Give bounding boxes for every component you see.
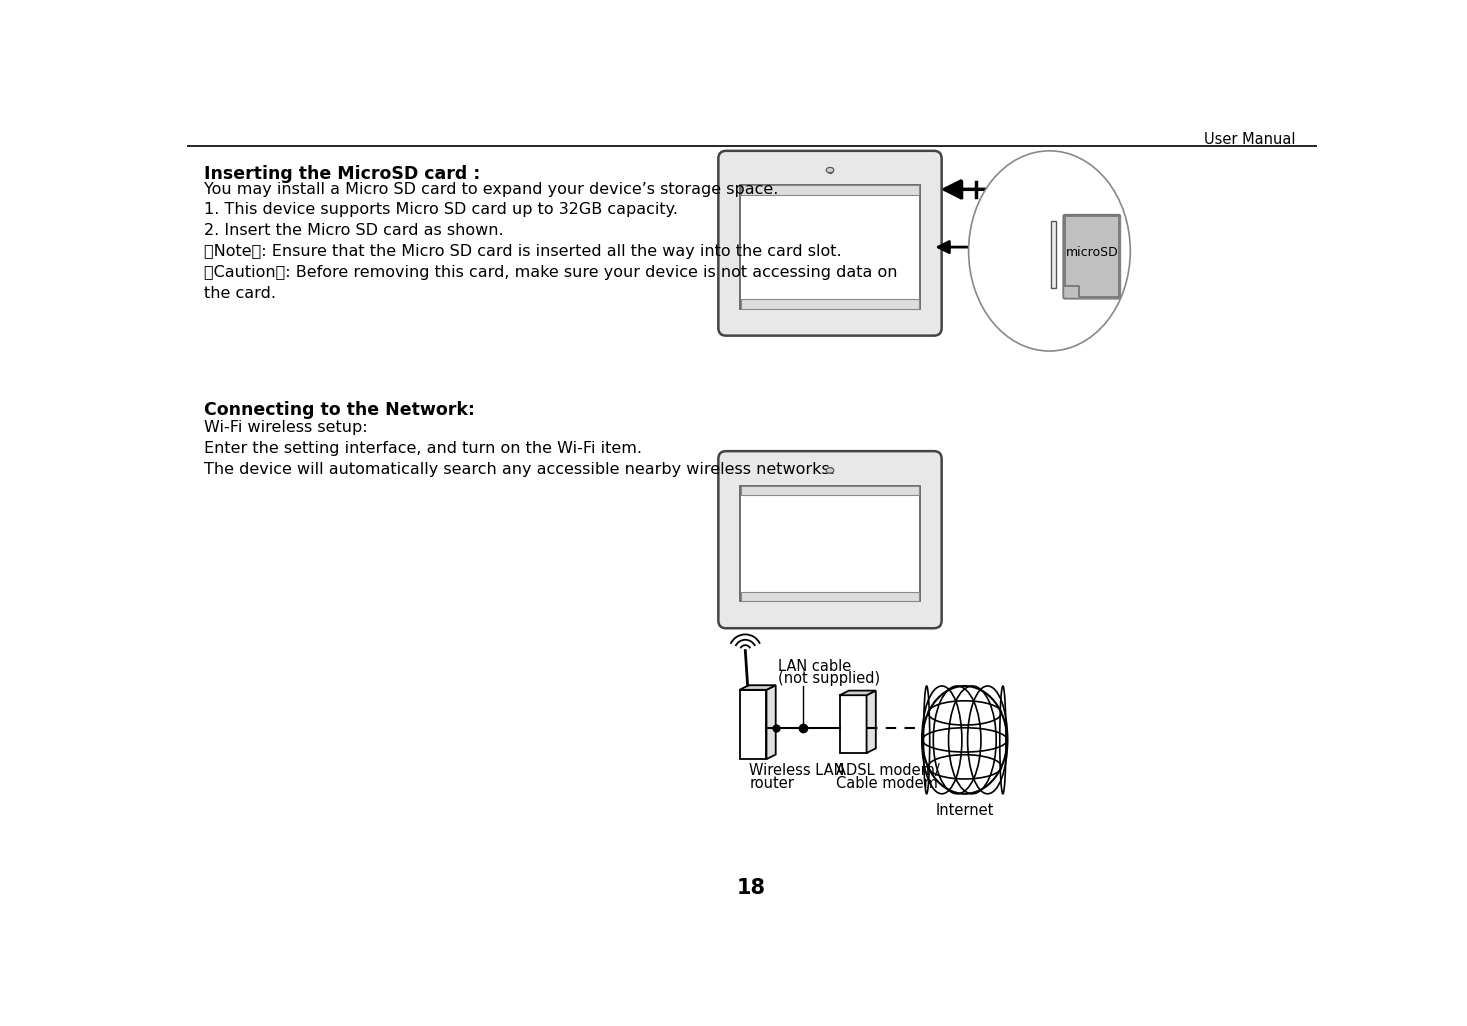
Text: The device will automatically search any accessible nearby wireless networks.: The device will automatically search any… <box>204 462 835 477</box>
FancyBboxPatch shape <box>1064 214 1121 299</box>
Text: the card.: the card. <box>204 285 276 301</box>
FancyBboxPatch shape <box>719 451 942 628</box>
Polygon shape <box>739 689 766 759</box>
Bar <box>739 186 920 309</box>
Text: Enter the setting interface, and turn on the Wi-Fi item.: Enter the setting interface, and turn on… <box>204 441 643 457</box>
Text: 18: 18 <box>736 877 766 898</box>
Ellipse shape <box>968 151 1130 351</box>
Ellipse shape <box>826 468 833 473</box>
Ellipse shape <box>826 167 833 172</box>
Bar <box>741 592 918 601</box>
Text: 1. This device supports Micro SD card up to 32GB capacity.: 1. This device supports Micro SD card up… <box>204 202 678 218</box>
Bar <box>741 300 918 309</box>
Text: User Manual: User Manual <box>1204 132 1295 148</box>
Text: Inserting the MicroSD card :: Inserting the MicroSD card : <box>204 165 480 183</box>
Bar <box>739 485 920 601</box>
Text: Internet: Internet <box>936 803 995 818</box>
Bar <box>741 485 918 495</box>
Text: LAN cable: LAN cable <box>778 659 851 674</box>
Text: Connecting to the Network:: Connecting to the Network: <box>204 401 475 419</box>
Polygon shape <box>839 696 867 753</box>
Bar <box>741 186 918 195</box>
Text: microSD: microSD <box>1065 246 1118 260</box>
Polygon shape <box>1065 216 1119 298</box>
Text: You may install a Micro SD card to expand your device’s storage space.: You may install a Micro SD card to expan… <box>204 182 779 197</box>
Text: 《Note》: Ensure that the Micro SD card is inserted all the way into the card slot: 《Note》: Ensure that the Micro SD card is… <box>204 244 842 259</box>
Text: ADSL modem/: ADSL modem/ <box>836 763 939 778</box>
Text: Cable modem: Cable modem <box>836 776 937 791</box>
Text: 2. Insert the Micro SD card as shown.: 2. Insert the Micro SD card as shown. <box>204 224 503 238</box>
Bar <box>1050 221 1056 288</box>
Polygon shape <box>739 685 776 689</box>
Polygon shape <box>839 690 876 696</box>
Text: (not supplied): (not supplied) <box>778 671 880 685</box>
Text: 《Caution》: Before removing this card, make sure your device is not accessing dat: 《Caution》: Before removing this card, ma… <box>204 265 898 280</box>
Text: Wi-Fi wireless setup:: Wi-Fi wireless setup: <box>204 421 368 435</box>
Polygon shape <box>867 690 876 753</box>
Text: router: router <box>750 776 794 791</box>
Text: Wireless LAN: Wireless LAN <box>750 763 845 778</box>
Ellipse shape <box>923 686 1006 794</box>
Polygon shape <box>766 685 776 759</box>
FancyBboxPatch shape <box>719 151 942 336</box>
